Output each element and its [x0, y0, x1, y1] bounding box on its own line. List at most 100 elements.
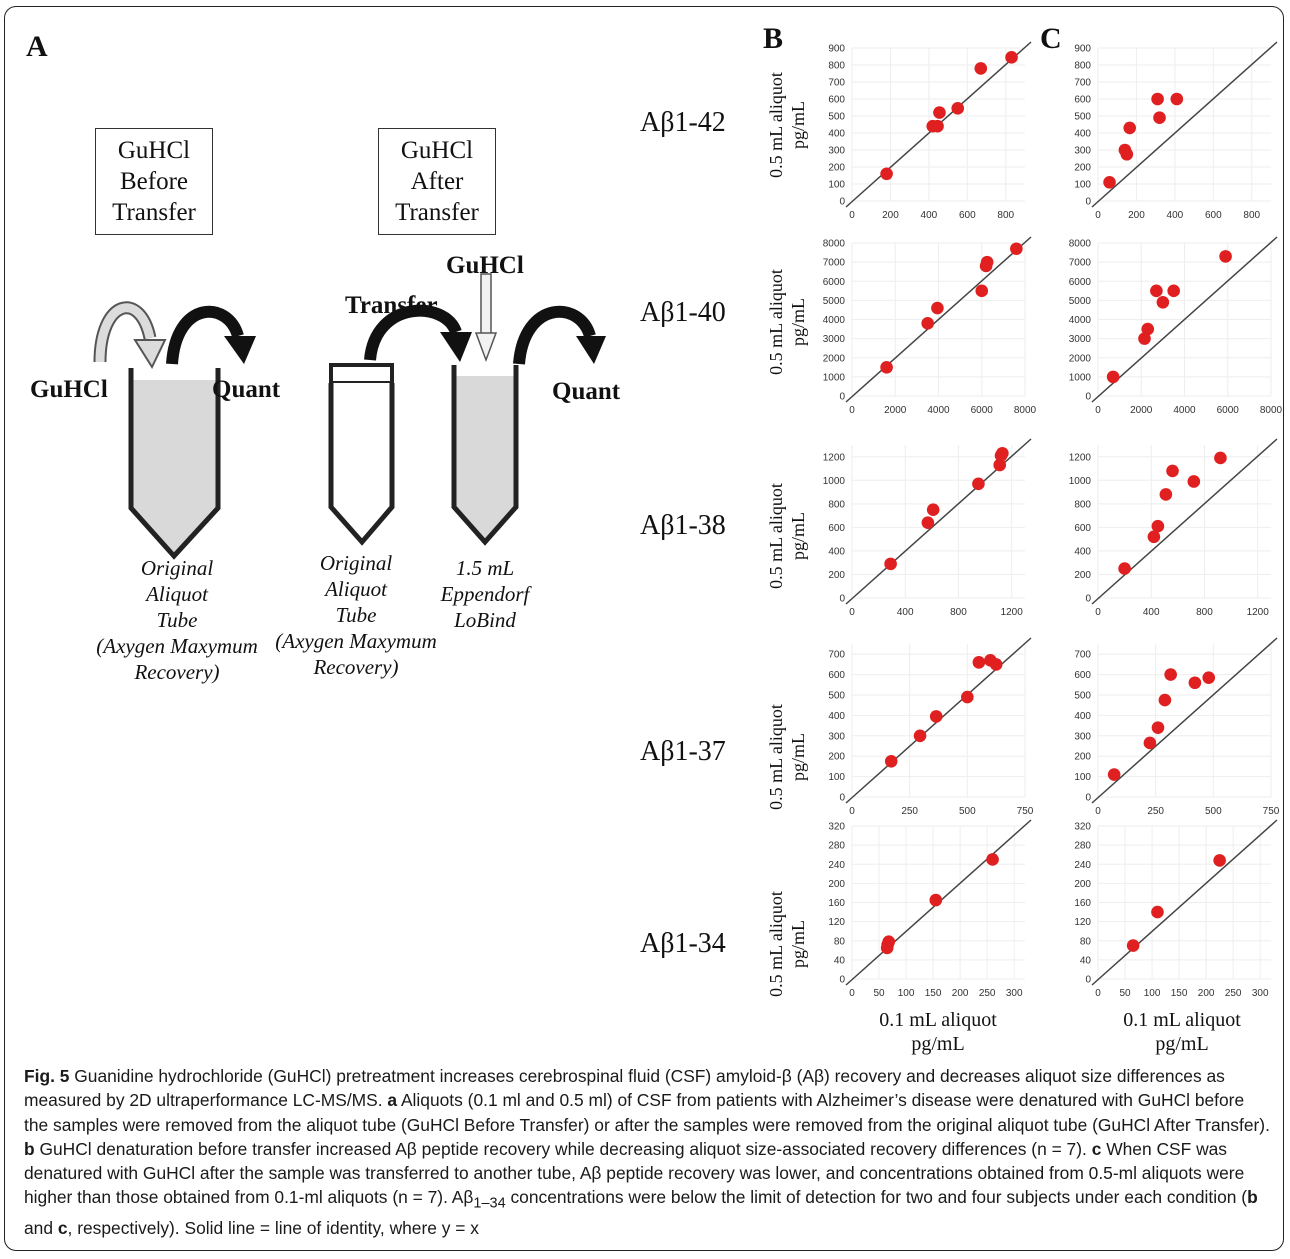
data-point	[1164, 668, 1177, 681]
data-point	[926, 503, 940, 517]
y-tick-label: 280	[828, 841, 845, 852]
y-tick-label: 200	[828, 879, 845, 890]
x-tick-label: 0	[849, 405, 855, 416]
x-tick-label: 0	[849, 210, 855, 221]
y-tick-label: 500	[828, 112, 845, 123]
y-axis-title-row5: 0.5 mL aliquot pg/mL	[765, 849, 809, 1039]
y-tick-label: 600	[828, 670, 845, 681]
x-tick-label: 250	[1225, 988, 1242, 999]
identity-line	[1091, 637, 1278, 804]
y-tick-label: 400	[828, 711, 845, 722]
x-tick-label: 1200	[1001, 607, 1024, 618]
identity-line	[1091, 819, 1278, 986]
data-point	[929, 710, 943, 723]
x-tick-label: 6000	[1217, 405, 1240, 416]
y-tick-label: 500	[1074, 691, 1091, 702]
data-point	[1107, 768, 1121, 781]
x-tick-label: 1200	[1247, 607, 1270, 618]
data-point	[931, 119, 944, 133]
y-tick-label: 200	[828, 163, 845, 174]
x-tick-label: 750	[1017, 806, 1034, 817]
row-label-ab1-34: Aβ1-34	[640, 928, 726, 959]
box-before-line-1: GuHCl	[117, 137, 191, 164]
y-tick-label: 100	[1074, 772, 1091, 783]
y-axis-title-line: 0.5 mL aliquot	[766, 891, 786, 997]
x-tick-label: 800	[997, 210, 1014, 221]
tube3-caption: 1.5 mL Eppendorf LoBind	[420, 555, 550, 633]
y-tick-label: 1000	[1069, 372, 1092, 383]
y-tick-label: 700	[828, 78, 845, 89]
y-tick-label: 800	[828, 61, 845, 72]
box-before-line-2: Before	[119, 168, 189, 195]
y-axis-title-line: pg/mL	[788, 298, 808, 346]
y-tick-label: 600	[828, 95, 845, 106]
x-tick-label: 500	[1205, 806, 1222, 817]
data-point	[972, 656, 986, 669]
y-tick-label: 0	[839, 975, 845, 986]
y-tick-label: 7000	[1069, 258, 1092, 269]
x-tick-label: 0	[849, 607, 855, 618]
y-axis-title-row2: 0.5 mL aliquot pg/mL	[765, 227, 809, 417]
y-tick-label: 200	[828, 570, 845, 581]
data-point	[921, 516, 935, 529]
y-axis-title-line: 0.5 mL aliquot	[766, 72, 786, 178]
tube3-caption-line: Eppendorf	[440, 582, 530, 606]
x-tick-label: 100	[1144, 988, 1161, 999]
scatter-panel-b-row-1: 0 100 200 300 400 500 600 700 800 900 0 200 400 600 80…	[828, 41, 1032, 221]
data-point	[1123, 121, 1137, 135]
x-tick-label: 0	[1095, 405, 1101, 416]
row-label-ab1-37: Aβ1-37	[640, 736, 726, 767]
data-point	[1103, 176, 1116, 189]
data-point	[1214, 451, 1227, 465]
y-tick-label: 1000	[823, 372, 846, 383]
box-before-line-3: Transfer	[112, 199, 196, 226]
data-point	[1219, 250, 1232, 263]
caption-tail-2: , respectively). Solid line = line of id…	[67, 1218, 479, 1239]
caption-intro: Guanidine hydrochloride (GuHCl) pretreat…	[24, 1066, 1225, 1111]
data-point	[1151, 905, 1164, 919]
x-tick-label: 800	[1196, 607, 1213, 618]
x-tick-label: 800	[1243, 210, 1260, 221]
data-point	[884, 557, 897, 571]
data-point	[931, 301, 944, 315]
x-axis-title-line: 0.1 mL aliquot	[1123, 1009, 1241, 1031]
scatter-panel-b-row-2: 0 1000 2000 3000 4000 5000 6000 7000 8000 0 2000 40…	[823, 236, 1037, 416]
y-tick-label: 400	[1074, 546, 1091, 557]
data-point	[1120, 147, 1134, 161]
y-tick-label: 40	[1080, 955, 1092, 966]
label-quant-right: Quant	[552, 378, 621, 405]
data-point	[921, 317, 934, 330]
y-tick-label: 200	[1074, 879, 1091, 890]
tube1-caption-line: Recovery)	[134, 660, 220, 684]
x-tick-label: 8000	[1014, 405, 1037, 416]
y-tick-label: 600	[1074, 95, 1091, 106]
y-tick-label: 8000	[1069, 239, 1092, 250]
y-tick-label: 2000	[823, 353, 846, 364]
y-tick-label: 320	[828, 822, 845, 833]
y-tick-label: 120	[828, 917, 845, 928]
y-tick-label: 280	[1074, 841, 1091, 852]
y-tick-label: 600	[1074, 523, 1091, 534]
y-tick-label: 80	[1080, 936, 1092, 947]
data-point	[933, 106, 946, 119]
identity-line	[845, 236, 1032, 403]
x-axis-title-c: 0.1 mL aliquot pg/mL	[1082, 1008, 1282, 1056]
x-tick-label: 600	[959, 210, 976, 221]
y-tick-label: 5000	[1069, 296, 1092, 307]
y-tick-label: 800	[828, 499, 845, 510]
y-axis-title-row4: 0.5 mL aliquot pg/mL	[765, 662, 809, 852]
y-tick-label: 7000	[823, 258, 846, 269]
y-axis-title-row1: 0.5 mL aliquot pg/mL	[765, 30, 809, 220]
x-tick-label: 0	[849, 806, 855, 817]
label-quant-left: Quant	[212, 376, 281, 403]
y-tick-label: 0	[1085, 975, 1091, 986]
identity-line	[1091, 438, 1278, 605]
y-tick-label: 0	[839, 197, 845, 208]
caption-fig-label: Fig. 5	[24, 1066, 70, 1086]
tube2-caption: Original Aliquot Tube (Axygen Maxymum Re…	[266, 550, 446, 680]
y-tick-label: 900	[1074, 44, 1091, 55]
data-point	[951, 102, 965, 115]
y-tick-label: 600	[828, 523, 845, 534]
y-tick-label: 400	[1074, 711, 1091, 722]
